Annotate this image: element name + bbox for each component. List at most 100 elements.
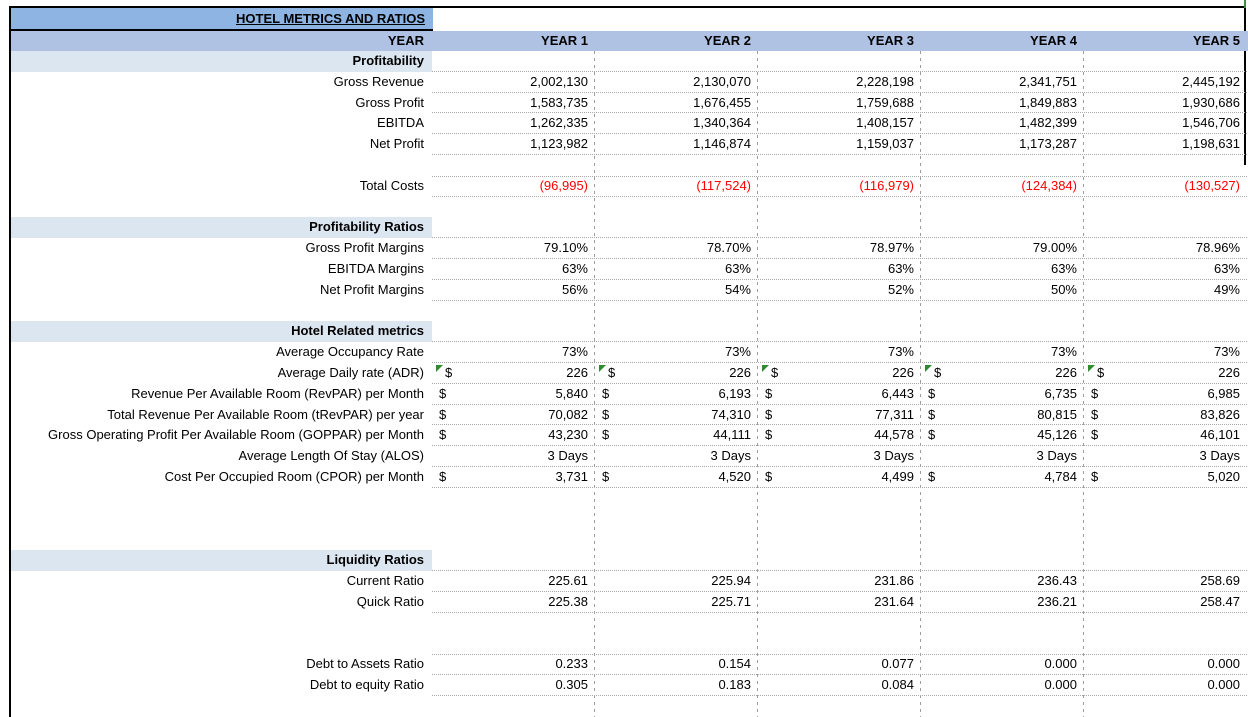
value-cell[interactable]: 80,815	[1037, 406, 1077, 422]
value-cell[interactable]: (130,527)	[1184, 177, 1240, 193]
value-cell[interactable]: 6,735	[1044, 385, 1077, 401]
metric-label[interactable]: Gross Profit	[355, 94, 424, 110]
value-cell[interactable]: 1,173,287	[1019, 136, 1077, 152]
metric-label[interactable]: Gross Operating Profit Per Available Roo…	[48, 427, 424, 443]
value-cell[interactable]: 73%	[887, 344, 914, 360]
value-cell[interactable]: 4,784	[1044, 468, 1077, 484]
value-cell[interactable]: 54%	[724, 281, 751, 297]
value-cell[interactable]: 225.71	[711, 593, 751, 609]
value-cell[interactable]: 1,123,982	[530, 136, 588, 152]
value-cell[interactable]: 49%	[1213, 281, 1240, 297]
value-cell[interactable]: (117,524)	[696, 177, 751, 193]
value-cell[interactable]: 3 Days	[1036, 448, 1077, 464]
value-cell[interactable]: 73%	[1213, 344, 1240, 360]
value-cell[interactable]: (116,979)	[859, 177, 914, 193]
value-cell[interactable]: (96,995)	[539, 177, 588, 193]
value-cell[interactable]: 73%	[1050, 344, 1077, 360]
section-label[interactable]: Hotel Related metrics	[11, 321, 432, 343]
value-cell[interactable]: (124,384)	[1021, 177, 1077, 193]
value-cell[interactable]: 0.000	[1044, 676, 1077, 692]
value-cell[interactable]: 226	[1055, 364, 1077, 380]
value-cell[interactable]: 231.64	[874, 593, 914, 609]
value-cell[interactable]: 226	[729, 364, 751, 380]
value-cell[interactable]: 0.077	[881, 656, 914, 672]
section-label[interactable]: Profitability Ratios	[11, 217, 432, 239]
value-cell[interactable]: 44,578	[874, 427, 914, 443]
value-cell[interactable]: 0.084	[881, 676, 914, 692]
value-cell[interactable]: 43,230	[548, 427, 588, 443]
metric-label[interactable]: Gross Revenue	[333, 73, 424, 89]
metric-label[interactable]: Net Profit	[369, 136, 424, 152]
value-cell[interactable]: 1,849,883	[1019, 94, 1077, 110]
metric-label[interactable]: Average Daily rate (ADR)	[277, 364, 424, 380]
value-cell[interactable]: 225.94	[711, 572, 751, 588]
value-cell[interactable]: 77,311	[875, 406, 914, 422]
value-cell[interactable]: 1,198,631	[1182, 136, 1240, 152]
value-cell[interactable]: 70,082	[548, 406, 588, 422]
year-header-year-1[interactable]: YEAR 1	[541, 33, 588, 48]
value-cell[interactable]: 231.86	[874, 572, 914, 588]
value-cell[interactable]: 6,985	[1207, 385, 1240, 401]
value-cell[interactable]: 0.233	[555, 656, 588, 672]
value-cell[interactable]: 1,676,455	[693, 94, 751, 110]
value-cell[interactable]: 44,111	[713, 427, 751, 443]
value-cell[interactable]: 258.69	[1200, 572, 1240, 588]
value-cell[interactable]: 225.38	[548, 593, 588, 609]
value-cell[interactable]: 2,130,070	[693, 73, 751, 89]
metric-label[interactable]: Revenue Per Available Room (RevPAR) per …	[131, 385, 424, 401]
value-cell[interactable]: 1,482,399	[1019, 115, 1077, 131]
value-cell[interactable]: 0.000	[1207, 676, 1240, 692]
value-cell[interactable]: 6,443	[881, 385, 914, 401]
metric-label[interactable]: Current Ratio	[346, 572, 424, 588]
value-cell[interactable]: 0.305	[555, 676, 588, 692]
year-header-year-5[interactable]: YEAR 5	[1193, 33, 1240, 48]
value-cell[interactable]: 74,310	[711, 406, 751, 422]
value-cell[interactable]: 1,546,706	[1182, 115, 1240, 131]
value-cell[interactable]: 4,499	[881, 468, 914, 484]
metric-label[interactable]: Debt to Assets Ratio	[306, 656, 424, 672]
metric-label[interactable]: Gross Profit Margins	[305, 240, 424, 256]
value-cell[interactable]: 3 Days	[547, 448, 588, 464]
value-cell[interactable]: 79.00%	[1032, 240, 1077, 256]
value-cell[interactable]: 6,193	[718, 385, 751, 401]
value-cell[interactable]: 226	[1218, 364, 1240, 380]
value-cell[interactable]: 78.70%	[706, 240, 751, 256]
value-cell[interactable]: 1,146,874	[693, 136, 751, 152]
value-cell[interactable]: 1,408,157	[856, 115, 914, 131]
value-cell[interactable]: 3 Days	[710, 448, 751, 464]
value-cell[interactable]: 63%	[561, 260, 588, 276]
section-label[interactable]: Profitability	[11, 51, 432, 72]
value-cell[interactable]: 1,930,686	[1182, 94, 1240, 110]
value-cell[interactable]: 5,020	[1207, 468, 1240, 484]
value-cell[interactable]: 0.183	[718, 676, 751, 692]
value-cell[interactable]: 1,159,037	[856, 136, 914, 152]
value-cell[interactable]: 0.000	[1044, 656, 1077, 672]
metric-label[interactable]: Average Occupancy Rate	[276, 344, 424, 360]
metric-label[interactable]: Debt to equity Ratio	[309, 676, 424, 692]
value-cell[interactable]: 63%	[1050, 260, 1077, 276]
value-cell[interactable]: 1,583,735	[530, 94, 588, 110]
value-cell[interactable]: 63%	[1213, 260, 1240, 276]
year-header-year-2[interactable]: YEAR 2	[704, 33, 751, 48]
value-cell[interactable]: 258.47	[1200, 593, 1240, 609]
value-cell[interactable]: 2,445,192	[1182, 73, 1240, 89]
value-cell[interactable]: 3,731	[555, 468, 588, 484]
value-cell[interactable]: 2,002,130	[530, 73, 588, 89]
value-cell[interactable]: 1,262,335	[530, 115, 588, 131]
section-label[interactable]: Liquidity Ratios	[11, 550, 432, 571]
value-cell[interactable]: 63%	[724, 260, 751, 276]
value-cell[interactable]: 4,520	[718, 468, 751, 484]
value-cell[interactable]: 226	[892, 364, 914, 380]
metric-label[interactable]: Net Profit Margins	[319, 281, 424, 297]
value-cell[interactable]: 2,228,198	[856, 73, 914, 89]
metric-label[interactable]: Total Revenue Per Available Room (tRevPA…	[107, 406, 424, 422]
value-cell[interactable]: 1,340,364	[693, 115, 751, 131]
metric-label[interactable]: Quick Ratio	[356, 593, 424, 609]
value-cell[interactable]: 5,840	[555, 385, 588, 401]
value-cell[interactable]: 0.000	[1207, 656, 1240, 672]
sheet-title-cell[interactable]: HOTEL METRICS AND RATIOS	[11, 8, 433, 29]
value-cell[interactable]: 3 Days	[1199, 448, 1240, 464]
value-cell[interactable]: 236.21	[1037, 593, 1077, 609]
metric-label[interactable]: Cost Per Occupied Room (CPOR) per Month	[164, 468, 424, 484]
value-cell[interactable]: 83,826	[1200, 406, 1240, 422]
